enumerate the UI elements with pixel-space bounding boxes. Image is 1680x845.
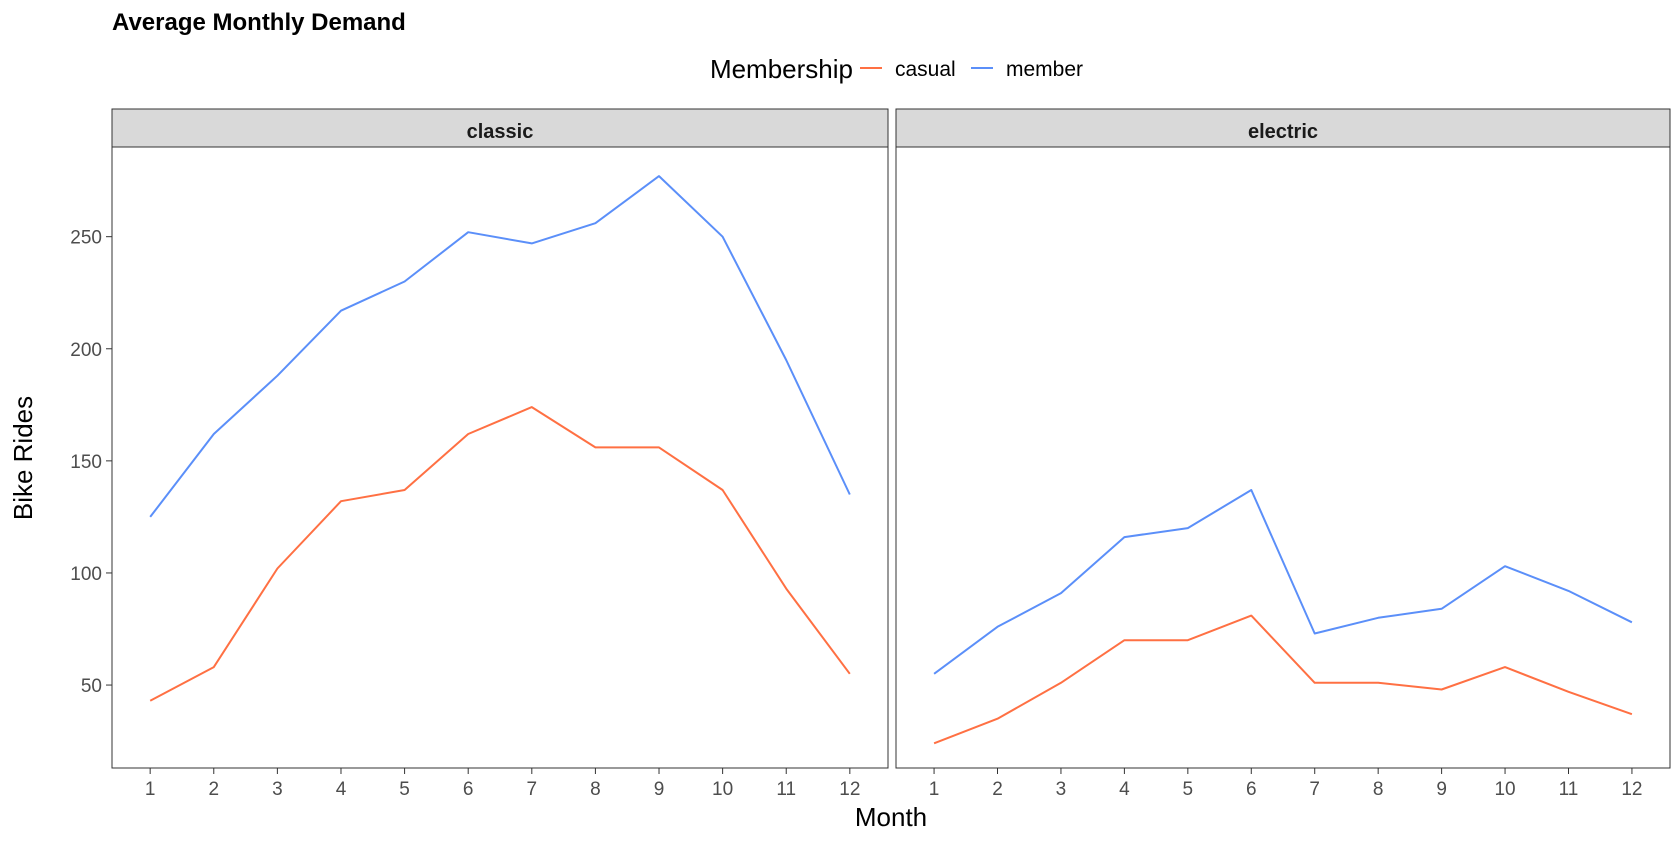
- x-tick-label: 11: [776, 779, 796, 800]
- strip-classic: [111, 108, 889, 148]
- panel-border-classic: [111, 146, 889, 769]
- x-tick-label: 8: [1373, 779, 1384, 800]
- y-tick-label: 200: [70, 340, 102, 361]
- x-tick-label: 1: [929, 779, 940, 800]
- x-tick-label: 2: [208, 779, 219, 800]
- x-axis-label: Month: [855, 802, 927, 832]
- y-axis-label: Bike Rides: [8, 396, 38, 520]
- y-tick-label: 50: [81, 676, 102, 697]
- x-tick-label: 8: [590, 779, 601, 800]
- series-line-classic-member: [149, 175, 851, 518]
- y-tick-label: 150: [70, 452, 102, 473]
- series-line-electric-casual: [933, 614, 1633, 745]
- x-tick-label: 6: [463, 779, 474, 800]
- chart-title: Average Monthly Demand: [112, 9, 406, 36]
- x-tick-label: 10: [712, 779, 733, 800]
- legend-label-casual: casual: [895, 58, 956, 81]
- x-tick-label: 6: [1246, 779, 1257, 800]
- x-tick-label: 5: [399, 779, 410, 800]
- x-tick-label: 3: [1056, 779, 1067, 800]
- x-tick-label: 7: [527, 779, 538, 800]
- x-tick-label: 9: [1436, 779, 1447, 800]
- x-tick-label: 11: [1559, 779, 1579, 800]
- legend-title: Membership: [710, 54, 853, 84]
- x-tick-label: 2: [992, 779, 1003, 800]
- x-tick-label: 12: [1621, 779, 1642, 800]
- panel-border-electric: [895, 146, 1671, 769]
- x-tick-label: 3: [272, 779, 283, 800]
- x-tick-label: 4: [1119, 779, 1130, 800]
- x-tick-label: 4: [336, 779, 347, 800]
- x-tick-label: 12: [839, 779, 860, 800]
- x-tick-label: 10: [1494, 779, 1515, 800]
- x-tick-label: 1: [145, 779, 156, 800]
- x-tick-label: 9: [654, 779, 665, 800]
- y-tick-label: 100: [70, 564, 102, 585]
- series-line-electric-member: [933, 489, 1633, 675]
- series-line-classic-casual: [149, 406, 851, 702]
- x-tick-label: 5: [1183, 779, 1194, 800]
- strip-electric: [895, 108, 1671, 148]
- strip-label-classic: classic: [467, 121, 534, 143]
- legend: casual member: [860, 58, 1083, 81]
- y-tick-label: 250: [70, 228, 102, 249]
- strip-label-electric: electric: [1248, 121, 1318, 143]
- x-tick-label: 7: [1309, 779, 1320, 800]
- legend-label-member: member: [1006, 58, 1083, 81]
